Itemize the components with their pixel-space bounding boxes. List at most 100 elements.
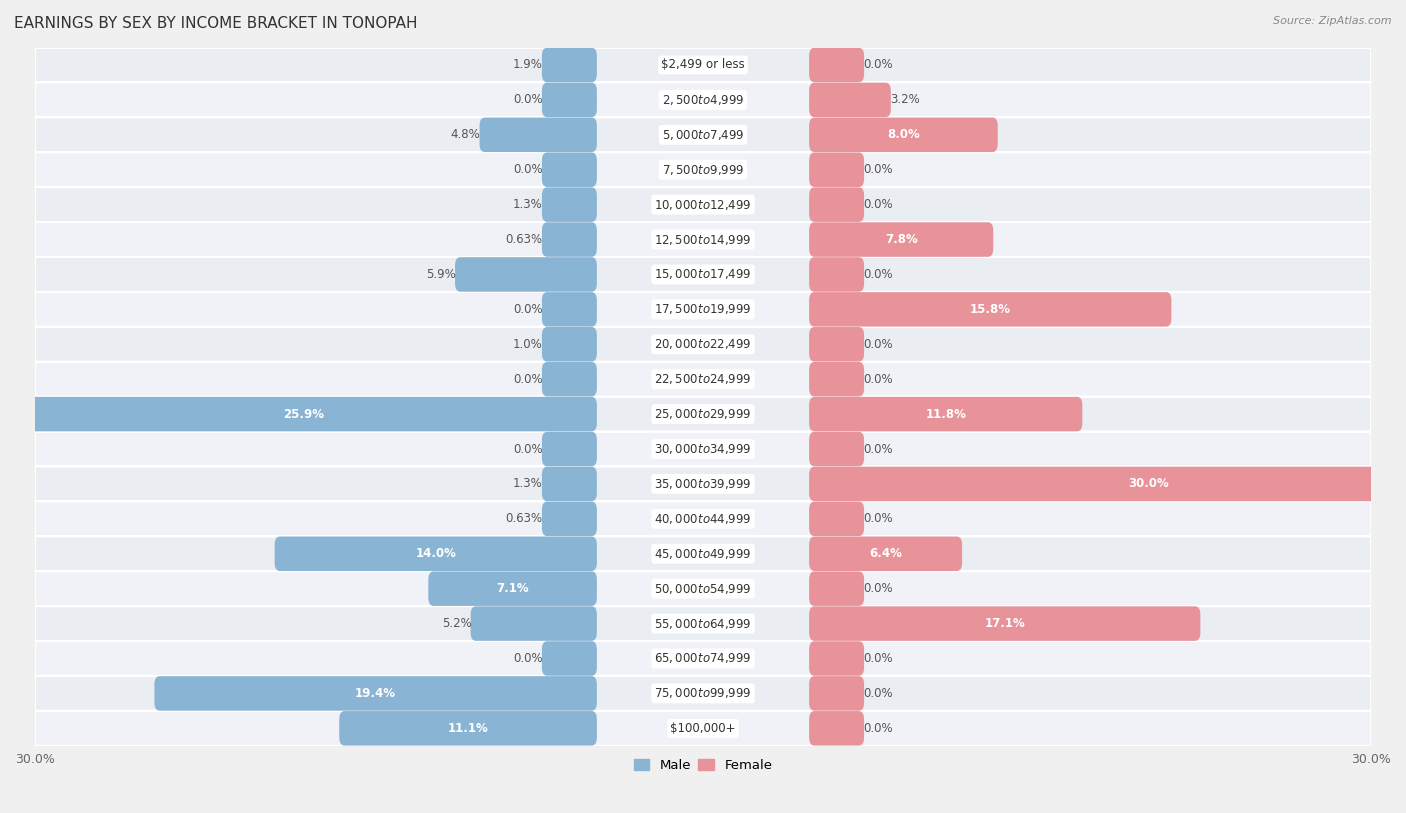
FancyBboxPatch shape [479,118,598,152]
Text: 0.0%: 0.0% [513,93,543,107]
FancyBboxPatch shape [35,397,1371,432]
Text: $17,500 to $19,999: $17,500 to $19,999 [654,302,752,316]
FancyBboxPatch shape [541,362,598,397]
FancyBboxPatch shape [808,432,865,467]
Text: 0.0%: 0.0% [513,163,543,176]
Text: 0.63%: 0.63% [506,233,543,246]
Text: 11.8%: 11.8% [925,407,966,420]
FancyBboxPatch shape [456,257,598,292]
FancyBboxPatch shape [35,676,1371,711]
Text: 5.2%: 5.2% [441,617,471,630]
FancyBboxPatch shape [35,502,1371,537]
Text: $50,000 to $54,999: $50,000 to $54,999 [654,581,752,596]
Text: 0.0%: 0.0% [863,652,893,665]
Text: 0.0%: 0.0% [513,652,543,665]
FancyBboxPatch shape [541,467,598,501]
FancyBboxPatch shape [808,327,865,362]
FancyBboxPatch shape [808,467,1406,501]
Text: $7,500 to $9,999: $7,500 to $9,999 [662,163,744,176]
FancyBboxPatch shape [541,292,598,327]
Text: $12,500 to $14,999: $12,500 to $14,999 [654,233,752,246]
FancyBboxPatch shape [808,572,865,606]
Text: EARNINGS BY SEX BY INCOME BRACKET IN TONOPAH: EARNINGS BY SEX BY INCOME BRACKET IN TON… [14,16,418,31]
Text: 5.9%: 5.9% [426,268,456,281]
Text: 0.0%: 0.0% [863,687,893,700]
Text: 0.0%: 0.0% [863,337,893,350]
Text: 0.0%: 0.0% [863,372,893,385]
FancyBboxPatch shape [808,641,865,676]
FancyBboxPatch shape [808,257,865,292]
FancyBboxPatch shape [808,606,1201,641]
Text: 3.2%: 3.2% [890,93,920,107]
Text: 7.8%: 7.8% [884,233,918,246]
FancyBboxPatch shape [35,327,1371,362]
Legend: Male, Female: Male, Female [628,754,778,777]
FancyBboxPatch shape [35,222,1371,257]
FancyBboxPatch shape [541,641,598,676]
FancyBboxPatch shape [808,711,865,746]
Text: 15.8%: 15.8% [970,303,1011,316]
FancyBboxPatch shape [541,153,598,187]
Text: $10,000 to $12,499: $10,000 to $12,499 [654,198,752,211]
Text: 4.8%: 4.8% [450,128,481,141]
FancyBboxPatch shape [35,117,1371,152]
FancyBboxPatch shape [10,397,598,432]
Text: $22,500 to $24,999: $22,500 to $24,999 [654,372,752,386]
Text: 8.0%: 8.0% [887,128,920,141]
Text: 17.1%: 17.1% [984,617,1025,630]
FancyBboxPatch shape [541,83,598,117]
Text: 0.0%: 0.0% [513,372,543,385]
Text: 11.1%: 11.1% [447,722,488,735]
Text: $45,000 to $49,999: $45,000 to $49,999 [654,547,752,561]
Text: $30,000 to $34,999: $30,000 to $34,999 [654,442,752,456]
FancyBboxPatch shape [808,502,865,536]
Text: 1.3%: 1.3% [513,198,543,211]
Text: $40,000 to $44,999: $40,000 to $44,999 [654,512,752,526]
Text: $65,000 to $74,999: $65,000 to $74,999 [654,651,752,666]
FancyBboxPatch shape [155,676,598,711]
FancyBboxPatch shape [808,292,1171,327]
Text: 0.0%: 0.0% [863,163,893,176]
Text: 1.0%: 1.0% [513,337,543,350]
FancyBboxPatch shape [35,641,1371,676]
Text: 30.0%: 30.0% [1128,477,1168,490]
Text: 0.0%: 0.0% [863,268,893,281]
Text: 14.0%: 14.0% [415,547,456,560]
FancyBboxPatch shape [808,187,865,222]
FancyBboxPatch shape [274,537,598,571]
Text: 0.0%: 0.0% [863,512,893,525]
Text: 0.0%: 0.0% [863,442,893,455]
Text: $15,000 to $17,499: $15,000 to $17,499 [654,267,752,281]
FancyBboxPatch shape [541,222,598,257]
Text: 0.0%: 0.0% [863,582,893,595]
FancyBboxPatch shape [808,83,891,117]
Text: Source: ZipAtlas.com: Source: ZipAtlas.com [1274,16,1392,26]
FancyBboxPatch shape [35,362,1371,397]
Text: 1.3%: 1.3% [513,477,543,490]
FancyBboxPatch shape [808,118,998,152]
Text: 0.0%: 0.0% [513,442,543,455]
FancyBboxPatch shape [35,82,1371,117]
FancyBboxPatch shape [541,187,598,222]
Text: $2,500 to $4,999: $2,500 to $4,999 [662,93,744,107]
FancyBboxPatch shape [808,676,865,711]
FancyBboxPatch shape [429,572,598,606]
Text: $5,000 to $7,499: $5,000 to $7,499 [662,128,744,141]
Text: $2,499 or less: $2,499 or less [661,59,745,72]
FancyBboxPatch shape [35,292,1371,327]
FancyBboxPatch shape [808,153,865,187]
Text: 0.0%: 0.0% [863,722,893,735]
Text: 25.9%: 25.9% [283,407,323,420]
FancyBboxPatch shape [808,537,962,571]
FancyBboxPatch shape [541,327,598,362]
Text: 0.0%: 0.0% [513,303,543,316]
Text: 0.0%: 0.0% [863,198,893,211]
FancyBboxPatch shape [541,502,598,536]
Text: $75,000 to $99,999: $75,000 to $99,999 [654,686,752,701]
FancyBboxPatch shape [35,572,1371,606]
Text: $20,000 to $22,499: $20,000 to $22,499 [654,337,752,351]
Text: 7.1%: 7.1% [496,582,529,595]
FancyBboxPatch shape [541,432,598,467]
FancyBboxPatch shape [35,187,1371,222]
FancyBboxPatch shape [808,362,865,397]
